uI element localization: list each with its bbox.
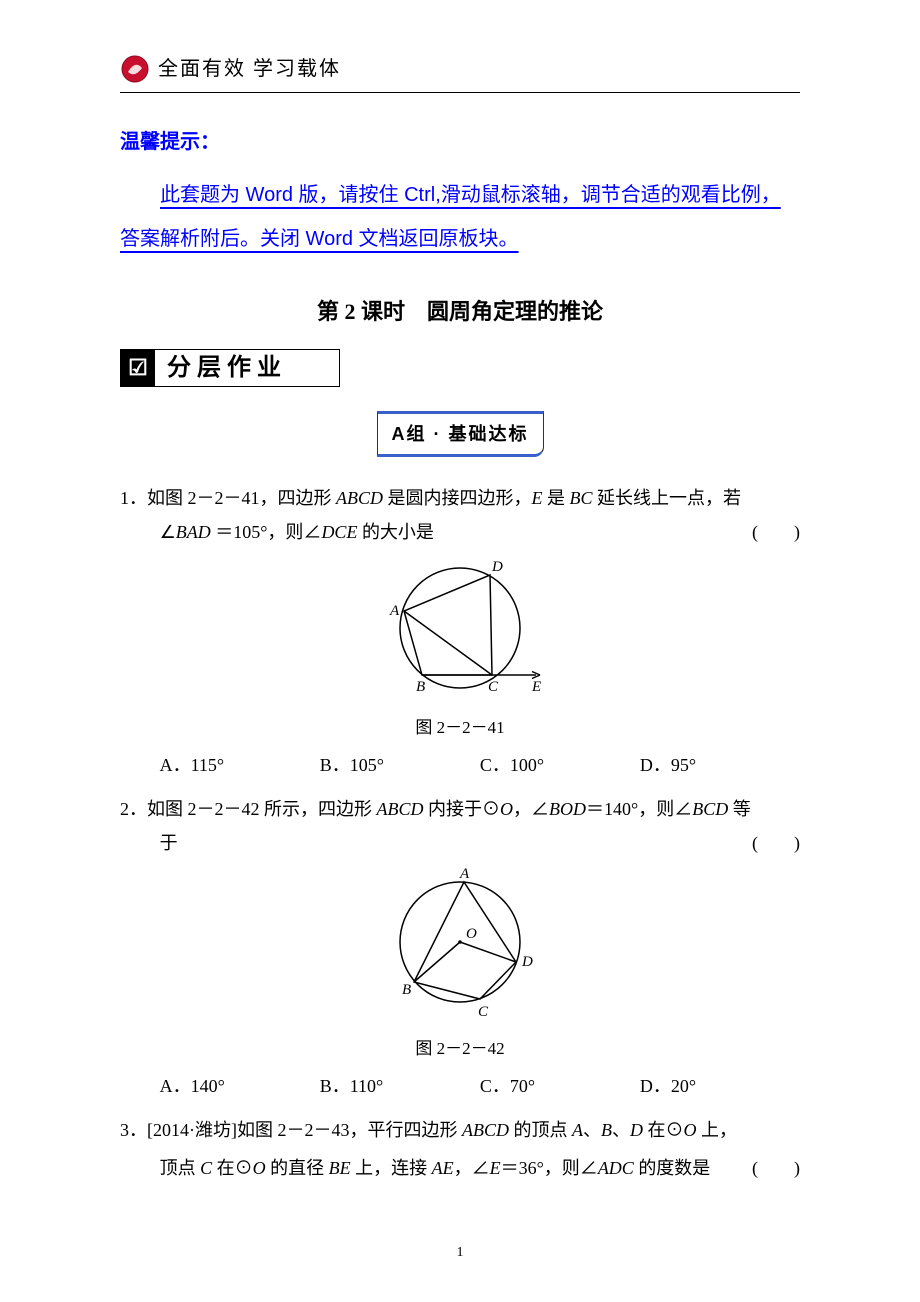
svg-text:B: B — [402, 982, 411, 998]
q3-paren: ( ) — [752, 1147, 800, 1190]
svg-text:O: O — [466, 926, 477, 942]
q3-t1: 3．[2014·潍坊]如图 2－2－43，平行四边形 — [120, 1120, 462, 1140]
q3-t6: 在⊙ — [212, 1158, 253, 1178]
q2-opt-b: B．110° — [320, 1069, 480, 1103]
svg-text:C: C — [488, 679, 499, 695]
q2-options: A．140° B．110° C．70° D．20° — [120, 1069, 800, 1103]
q3-a: A — [572, 1120, 583, 1140]
q1-opt-c: C．100° — [480, 748, 640, 782]
q1-dce: DCE — [321, 522, 357, 542]
q1-line1: 1．如图 2－2－41，四边形 ABCD 是圆内接四边形，E 是 BC 延长线上… — [120, 481, 800, 515]
checkbox-icon: ☑ — [121, 350, 155, 386]
svg-text:E: E — [531, 679, 541, 695]
q3-b: B — [601, 1120, 612, 1140]
svg-text:D: D — [491, 559, 503, 575]
q1-opt-a: A．115° — [160, 748, 320, 782]
group-label: A组 · 基础达标 — [392, 424, 529, 444]
q3-line1: 3．[2014·潍坊]如图 2－2－43，平行四边形 ABCD 的顶点 A、B、… — [120, 1113, 800, 1147]
q3-o2: O — [253, 1158, 266, 1178]
question-3: 3．[2014·潍坊]如图 2－2－43，平行四边形 ABCD 的顶点 A、B、… — [120, 1113, 800, 1190]
q1-t6: ＝105°，则∠ — [211, 522, 322, 542]
q1-t4: 延长线上一点，若 — [593, 488, 742, 508]
q3-t5: 顶点 — [160, 1158, 201, 1178]
hint-body: 此套题为 Word 版，请按住 Ctrl,滑动鼠标滚轴，调节合适的观看比例，答案… — [120, 173, 800, 261]
q3-t7: 的直径 — [266, 1158, 329, 1178]
q3-be: BE — [329, 1158, 351, 1178]
q2-line1: 2．如图 2－2－42 所示，四边形 ABCD 内接于⊙O，∠BOD＝140°，… — [120, 792, 800, 826]
q2-t5: 等 — [728, 799, 751, 819]
q2-o: O — [500, 799, 513, 819]
q3-s2: 、 — [612, 1120, 630, 1140]
q3-t2: 的顶点 — [509, 1120, 572, 1140]
q3-t8: 上，连接 — [351, 1158, 432, 1178]
figure-1: A B C D E 图 2－2－41 — [120, 553, 800, 743]
q2-paren: ( ) — [752, 826, 800, 860]
figure-2-svg: A O B C D — [360, 864, 560, 1019]
figure-1-caption: 图 2－2－41 — [120, 712, 800, 744]
q1-t7: 的大小是 — [357, 522, 434, 542]
q1-opt-b: B．105° — [320, 748, 480, 782]
page-header: 全面有效 学习载体 — [120, 50, 800, 93]
q1-t5: ∠ — [160, 522, 176, 542]
q1-paren: ( ) — [752, 515, 800, 549]
q2-t1: 2．如图 2－2－42 所示，四边形 — [120, 799, 377, 819]
q3-e: E — [490, 1158, 501, 1178]
q2-t3: ，∠ — [513, 799, 549, 819]
q3-o: O — [683, 1120, 696, 1140]
section-badge: ☑ 分层作业 — [120, 349, 340, 387]
q1-options: A．115° B．105° C．100° D．95° — [120, 748, 800, 782]
q3-t3: 在⊙ — [643, 1120, 684, 1140]
svg-text:A: A — [459, 866, 470, 882]
q2-bcd: BCD — [692, 799, 728, 819]
header-text: 全面有效 学习载体 — [158, 50, 341, 88]
q3-s1: 、 — [583, 1120, 601, 1140]
q2-opt-a: A．140° — [160, 1069, 320, 1103]
figure-1-svg: A B C D E — [360, 553, 560, 698]
figure-2: A O B C D 图 2－2－42 — [120, 864, 800, 1064]
lesson-title: 第 2 课时 圆周角定理的推论 — [120, 291, 800, 333]
q3-c: C — [200, 1158, 212, 1178]
q3-t10: ＝36°，则∠ — [501, 1158, 598, 1178]
q3-t9: ，∠ — [454, 1158, 490, 1178]
q1-abcd: ABCD — [336, 488, 383, 508]
q2-t6: 于 — [160, 826, 178, 860]
q1-e: E — [532, 488, 543, 508]
svg-text:C: C — [478, 1004, 489, 1019]
question-1: 1．如图 2－2－41，四边形 ABCD 是圆内接四边形，E 是 BC 延长线上… — [120, 481, 800, 782]
q1-t2: 是圆内接四边形， — [383, 488, 532, 508]
section-badge-text: 分层作业 — [155, 345, 287, 391]
q3-t4: 上， — [696, 1120, 737, 1140]
q1-t3: 是 — [543, 488, 570, 508]
q2-bod: BOD — [549, 799, 586, 819]
figure-2-caption: 图 2－2－42 — [120, 1033, 800, 1065]
q3-adc: ADC — [598, 1158, 634, 1178]
svg-text:D: D — [521, 954, 533, 970]
q3-d: D — [630, 1120, 643, 1140]
group-banner: A组 · 基础达标 — [120, 411, 800, 457]
q3-line2: 顶点 C 在⊙O 的直径 BE 上，连接 AE，∠E＝36°，则∠ADC 的度数… — [120, 1147, 800, 1190]
brand-logo-icon — [120, 54, 150, 84]
hint-label: 温馨提示： — [120, 123, 800, 161]
q1-line2: ∠BAD ＝105°，则∠DCE 的大小是 ( ) — [120, 515, 800, 549]
q2-line2: 于 ( ) — [120, 826, 800, 860]
question-2: 2．如图 2－2－42 所示，四边形 ABCD 内接于⊙O，∠BOD＝140°，… — [120, 792, 800, 1103]
q2-t4: ＝140°，则∠ — [586, 799, 692, 819]
svg-text:B: B — [416, 679, 425, 695]
q3-t11: 的度数是 — [634, 1158, 711, 1178]
q2-opt-d: D．20° — [640, 1069, 800, 1103]
q2-t2: 内接于⊙ — [424, 799, 501, 819]
q2-opt-c: C．70° — [480, 1069, 640, 1103]
q1-opt-d: D．95° — [640, 748, 800, 782]
q1-t1: 1．如图 2－2－41，四边形 — [120, 488, 336, 508]
page-number: 1 — [120, 1240, 800, 1267]
svg-text:A: A — [389, 603, 400, 619]
q2-abcd: ABCD — [377, 799, 424, 819]
q3-abcd: ABCD — [462, 1120, 509, 1140]
q1-bad: BAD — [176, 522, 211, 542]
q1-bc: BC — [570, 488, 593, 508]
q3-ae: AE — [432, 1158, 454, 1178]
